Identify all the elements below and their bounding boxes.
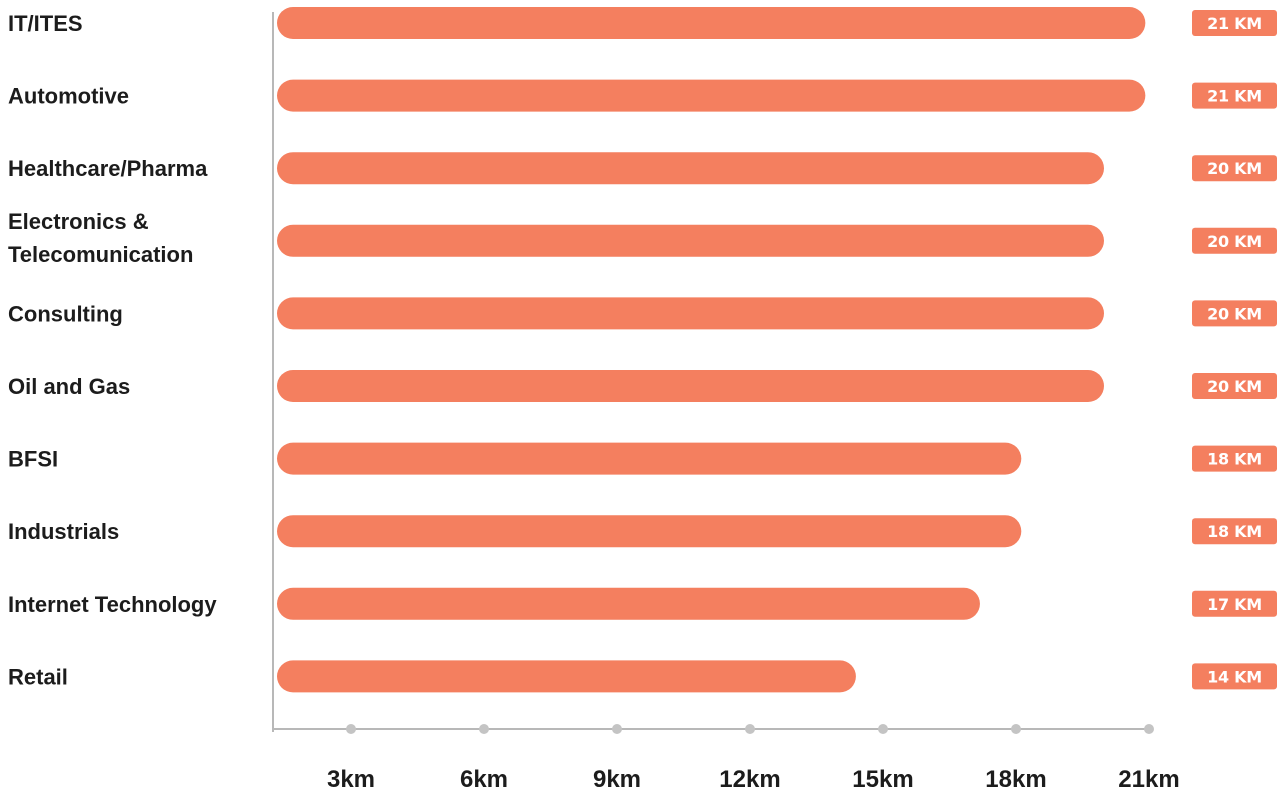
bar-9 bbox=[277, 660, 856, 693]
value-badge-bg bbox=[1192, 445, 1277, 472]
category-label-8: Internet Technology bbox=[8, 592, 217, 617]
value-badge-2: 20 KM bbox=[1192, 155, 1277, 182]
x-tick-dot-3 bbox=[745, 724, 755, 734]
value-label: 21 KM bbox=[1207, 87, 1262, 106]
value-badge-3: 20 KM bbox=[1192, 227, 1277, 254]
category-label-7: Industrials bbox=[8, 519, 119, 544]
value-badge-bg bbox=[1192, 300, 1277, 327]
value-label: 20 KM bbox=[1207, 304, 1262, 323]
value-badge-bg bbox=[1192, 10, 1277, 36]
bar-1 bbox=[277, 79, 1146, 112]
value-label: 20 KM bbox=[1207, 159, 1262, 178]
x-tick-dot-2 bbox=[612, 724, 622, 734]
x-tick-label-3: 12km bbox=[719, 766, 780, 793]
value-label: 20 KM bbox=[1207, 377, 1262, 396]
value-badge-9: 14 KM bbox=[1192, 663, 1277, 690]
value-badge-0: 21 KM bbox=[1192, 10, 1277, 36]
category-label-0: IT/ITES bbox=[8, 11, 83, 36]
category-label-1: Automotive bbox=[8, 84, 129, 109]
bar-0 bbox=[277, 7, 1146, 39]
bar-7 bbox=[277, 515, 1022, 548]
category-label-3: Electronics & Telecomunication bbox=[8, 209, 193, 267]
bar-2 bbox=[277, 152, 1104, 185]
x-tick-label-1: 6km bbox=[460, 766, 508, 793]
bar-8 bbox=[277, 587, 980, 620]
value-label: 20 KM bbox=[1207, 232, 1262, 251]
value-badge-bg bbox=[1192, 663, 1277, 690]
x-tick-dot-4 bbox=[878, 724, 888, 734]
x-ticks: 3km 6km 9km 12km 15km 18km 21km bbox=[327, 724, 1180, 793]
value-badge-bg bbox=[1192, 227, 1277, 254]
category-label-5: Oil and Gas bbox=[8, 374, 130, 399]
value-badge-4: 20 KM bbox=[1192, 300, 1277, 327]
value-badge-7: 18 KM bbox=[1192, 518, 1277, 545]
bars bbox=[277, 7, 1146, 693]
value-badge-8: 17 KM bbox=[1192, 590, 1277, 617]
bar-6 bbox=[277, 442, 1022, 475]
value-badge-5: 20 KM bbox=[1192, 373, 1277, 399]
value-badge-bg bbox=[1192, 373, 1277, 399]
category-label-2: Healthcare/Pharma bbox=[8, 156, 208, 181]
x-tick-label-6: 21km bbox=[1118, 766, 1179, 793]
x-tick-label-0: 3km bbox=[327, 766, 375, 793]
x-tick-label-2: 9km bbox=[593, 766, 641, 793]
value-badge-bg bbox=[1192, 155, 1277, 182]
bar-3 bbox=[277, 224, 1104, 257]
category-label-6: BFSI bbox=[8, 447, 58, 472]
x-tick-dot-0 bbox=[346, 724, 356, 734]
x-tick-dot-6 bbox=[1144, 724, 1154, 734]
bar-4 bbox=[277, 297, 1104, 330]
category-label-4: Consulting bbox=[8, 301, 123, 326]
value-badges: 21 KM 21 KM 20 KM 20 KM 20 KM 20 KM 18 KM 18 KM… bbox=[1192, 10, 1277, 690]
value-badge-1: 21 KM bbox=[1192, 82, 1277, 109]
value-badge-6: 18 KM bbox=[1192, 445, 1277, 472]
x-tick-label-5: 18km bbox=[985, 766, 1046, 793]
x-tick-dot-1 bbox=[479, 724, 489, 734]
value-badge-bg bbox=[1192, 82, 1277, 109]
value-label: 18 KM bbox=[1207, 450, 1262, 469]
value-label: 21 KM bbox=[1207, 14, 1262, 33]
value-label: 17 KM bbox=[1207, 595, 1262, 614]
value-badge-bg bbox=[1192, 590, 1277, 617]
bar-5 bbox=[277, 370, 1104, 402]
x-tick-dot-5 bbox=[1011, 724, 1021, 734]
category-labels: IT/ITES Automotive Healthcare/Pharma Electr… bbox=[8, 11, 217, 689]
category-label-9: Retail bbox=[8, 664, 68, 689]
value-label: 14 KM bbox=[1207, 667, 1262, 686]
value-label: 18 KM bbox=[1207, 522, 1262, 541]
value-badge-bg bbox=[1192, 518, 1277, 545]
axes bbox=[272, 12, 1150, 732]
x-tick-label-4: 15km bbox=[852, 766, 913, 793]
